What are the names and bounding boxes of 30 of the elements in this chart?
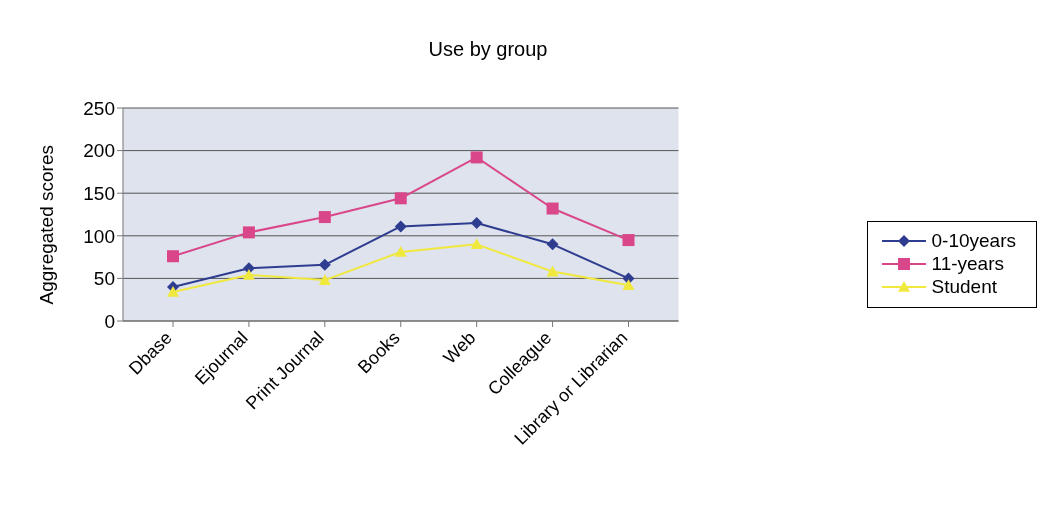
y-tick-label: 250: [83, 97, 115, 119]
y-tick-label: 150: [83, 182, 115, 204]
point: [394, 220, 407, 233]
y-tick-label: 50: [93, 268, 115, 290]
legend-label: Student: [930, 276, 997, 298]
point: [546, 202, 559, 215]
point: [167, 250, 179, 263]
point: [470, 217, 483, 230]
point: [394, 245, 407, 257]
point: [546, 265, 559, 277]
y-tick-label: 200: [83, 140, 115, 162]
point: [167, 286, 179, 297]
point: [546, 238, 559, 251]
point: [470, 151, 483, 164]
legend-label: 11-years: [930, 253, 1005, 275]
point: [318, 274, 331, 285]
x-tick-label: Web: [439, 327, 480, 368]
y-tick-label: 0: [104, 310, 115, 332]
point: [318, 211, 331, 224]
point: [318, 258, 331, 271]
point: [242, 268, 255, 280]
point: [394, 192, 407, 205]
y-axis-title: Aggregated scores: [35, 145, 57, 305]
point: [242, 226, 255, 239]
point: [622, 234, 635, 247]
point: [470, 238, 483, 250]
point: [622, 279, 635, 291]
chart-title: Use by group: [427, 38, 549, 61]
y-tick-label: 100: [83, 225, 115, 247]
legend-label: 0-10years: [930, 230, 1016, 252]
